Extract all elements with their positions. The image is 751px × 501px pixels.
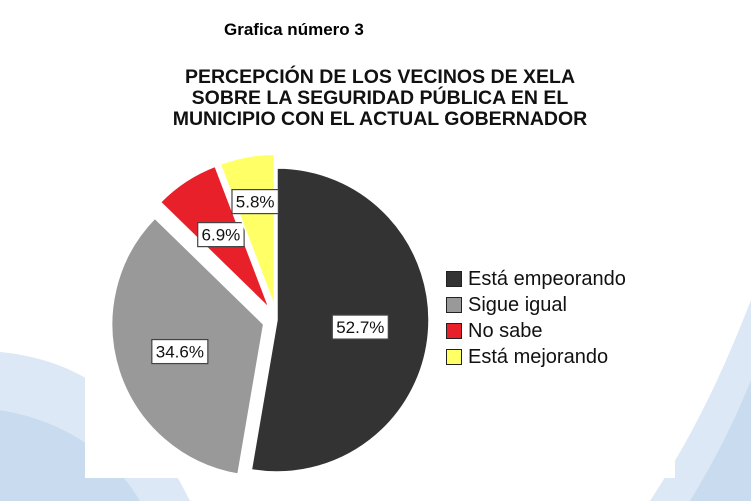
svg-text:52.7%: 52.7% [336, 318, 384, 337]
figure-caption: Grafica número 3 [224, 20, 364, 39]
legend-item-1: Está empeorando [446, 266, 626, 292]
pie-label-2: 34.6% [151, 338, 209, 365]
pie-label-4: 5.8% [231, 188, 279, 215]
legend-swatch [446, 297, 462, 313]
svg-text:34.6%: 34.6% [156, 343, 204, 362]
chart-legend: Está empeorando Sigue igual No sabe Está me… [446, 266, 626, 370]
legend-label: Sigue igual [468, 293, 567, 316]
legend-label: Está empeorando [468, 267, 626, 290]
legend-item-3: No sabe [446, 318, 626, 344]
pie-chart: 52.7% 34.6% 6.9% 5.8% [110, 153, 430, 476]
legend-item-4: Está mejorando [446, 344, 626, 370]
legend-label: Está mejorando [468, 345, 609, 368]
legend-swatch [446, 349, 462, 365]
svg-text:6.9%: 6.9% [202, 226, 241, 245]
svg-text:5.8%: 5.8% [236, 193, 275, 212]
legend-label: No sabe [468, 319, 543, 342]
pie-label-1: 52.7% [331, 314, 389, 340]
pie-label-3: 6.9% [197, 222, 245, 248]
chart-title-line-3: MUNICIPIO CON EL ACTUAL GOBERNADOR [172, 108, 588, 130]
chart-title: PERCEPCIÓN DE LOS VECINOS DE XELA SOBRE … [85, 67, 675, 130]
chart-title-line-1: PERCEPCIÓN DE LOS VECINOS DE XELA [184, 66, 576, 88]
legend-swatch [446, 323, 462, 339]
chart-title-line-2: SOBRE LA SEGURIDAD PÚBLICA EN EL [191, 87, 569, 109]
legend-item-2: Sigue igual [446, 292, 626, 318]
legend-swatch [446, 271, 462, 287]
chart-area: PERCEPCIÓN DE LOS VECINOS DE XELA SOBRE … [85, 58, 675, 478]
